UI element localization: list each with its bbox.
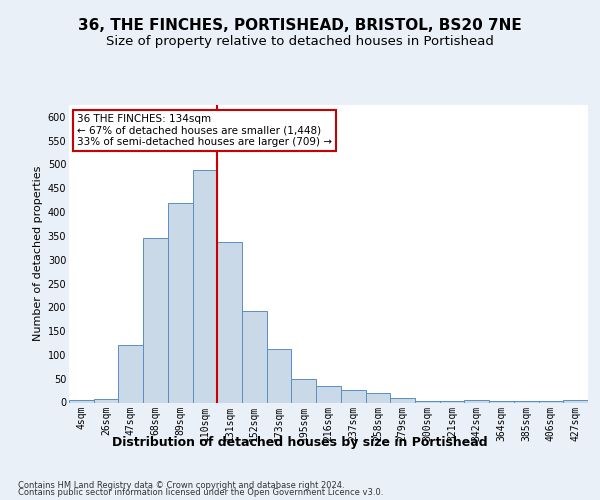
Bar <box>69 400 94 402</box>
Bar <box>316 386 341 402</box>
Bar <box>440 401 464 402</box>
Text: 36 THE FINCHES: 134sqm
← 67% of detached houses are smaller (1,448)
33% of semi-: 36 THE FINCHES: 134sqm ← 67% of detached… <box>77 114 332 147</box>
Text: Size of property relative to detached houses in Portishead: Size of property relative to detached ho… <box>106 35 494 48</box>
Bar <box>292 378 316 402</box>
Text: Contains HM Land Registry data © Crown copyright and database right 2024.: Contains HM Land Registry data © Crown c… <box>18 480 344 490</box>
Y-axis label: Number of detached properties: Number of detached properties <box>34 166 43 342</box>
Bar <box>464 400 489 402</box>
Bar <box>242 310 267 402</box>
Bar <box>341 390 365 402</box>
Bar <box>415 401 440 402</box>
Bar <box>365 393 390 402</box>
Text: 36, THE FINCHES, PORTISHEAD, BRISTOL, BS20 7NE: 36, THE FINCHES, PORTISHEAD, BRISTOL, BS… <box>78 18 522 32</box>
Bar <box>168 202 193 402</box>
Bar <box>489 400 514 402</box>
Text: Distribution of detached houses by size in Portishead: Distribution of detached houses by size … <box>112 436 488 449</box>
Bar <box>563 400 588 402</box>
Bar <box>193 170 217 402</box>
Bar <box>390 398 415 402</box>
Bar <box>539 401 563 402</box>
Bar <box>118 346 143 403</box>
Bar <box>514 400 539 402</box>
Bar <box>94 398 118 402</box>
Text: Contains public sector information licensed under the Open Government Licence v3: Contains public sector information licen… <box>18 488 383 497</box>
Bar <box>217 242 242 402</box>
Bar <box>143 238 168 402</box>
Bar <box>267 349 292 403</box>
